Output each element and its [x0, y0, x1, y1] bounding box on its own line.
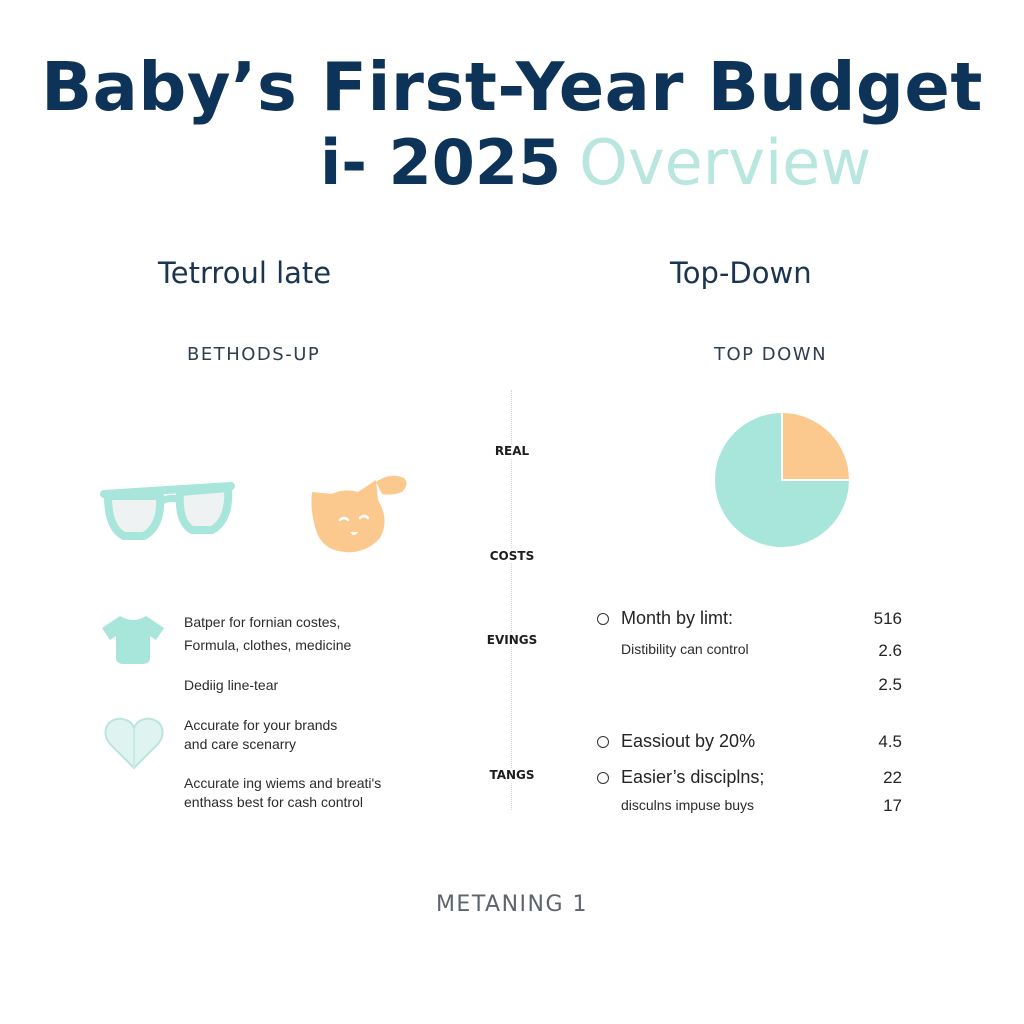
right-heading: Top-Down — [670, 256, 812, 290]
left-heading: Tetrroul late — [158, 256, 332, 290]
pie-slice-1 — [713, 410, 852, 549]
mid-label-tangs: TANGS — [470, 768, 554, 782]
row-easier-label: Easier’s disciplns; — [621, 767, 765, 787]
row-month-label: Month by limt: — [621, 608, 734, 628]
subtitle-year: i- 2025 — [320, 126, 562, 199]
page-subtitle: i- 2025 Overview — [320, 126, 871, 199]
center-divider — [511, 390, 512, 810]
row-disculns-value: 17 — [883, 796, 902, 815]
bullet-icon — [597, 772, 609, 784]
mid-label-real: REAL — [470, 444, 554, 458]
row-distibility-value: 2.6 — [878, 641, 902, 660]
mid-label-costs: COSTS — [470, 549, 554, 563]
subtitle-overview: Overview — [579, 126, 872, 199]
left-text-line-6: Accurate ing wiems and breati's — [184, 775, 382, 791]
left-text-line-5: and care scenarry — [184, 736, 297, 752]
cat-face-icon — [311, 475, 407, 553]
page-title: Baby’s First-Year Budget — [41, 48, 983, 126]
right-subheading: TOP DOWN — [714, 344, 828, 365]
left-text-line-1: Batper for fornian costes, — [184, 614, 341, 630]
row-extra-value: 2.5 — [878, 675, 902, 694]
row-eassiout-label: Eassiout by 20% — [621, 731, 756, 751]
row-distibility-label: Distibility can control — [621, 641, 749, 657]
glasses-icon — [100, 482, 235, 540]
left-text-line-4: Accurate for your brands — [184, 717, 338, 733]
bullet-icon — [597, 736, 609, 748]
heart-icon — [104, 717, 164, 770]
onesie-icon — [102, 616, 164, 664]
left-text-line-7: enthass best for cash control — [184, 794, 363, 810]
pie-slice-2 — [781, 410, 852, 481]
row-disculns-label: disculns impuse buys — [621, 797, 755, 813]
left-subheading: BETHODS-UP — [187, 344, 321, 365]
pie-chart — [713, 410, 852, 549]
row-easier-value: 22 — [883, 768, 902, 787]
left-text-line-3: Dediig line-tear — [184, 677, 279, 693]
mid-label-evings: EVINGS — [470, 633, 554, 647]
bullet-icon — [597, 613, 609, 625]
row-eassiout-value: 4.5 — [878, 732, 902, 751]
footer-label: METANING 1 — [435, 892, 589, 917]
left-text-line-2: Formula, clothes, medicine — [184, 637, 352, 653]
row-month-value: 516 — [873, 609, 902, 628]
